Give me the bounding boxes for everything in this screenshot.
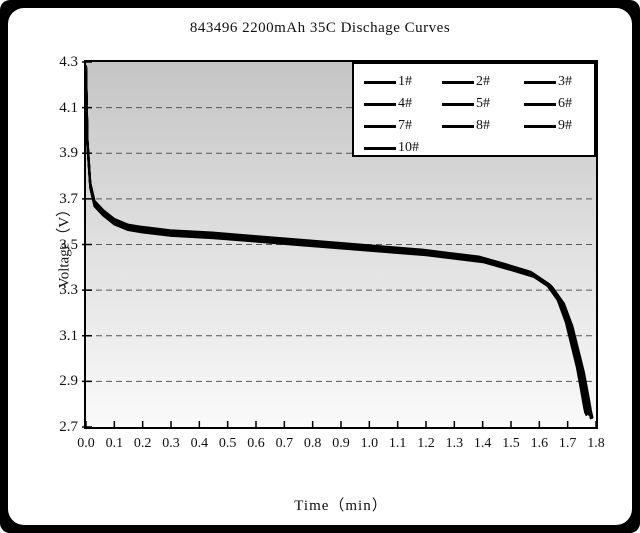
y-tick-label: 3.3 — [59, 282, 78, 299]
legend-label: 7# — [398, 118, 412, 133]
series-line-10# — [84, 67, 588, 416]
x-tick-label: 0.0 — [77, 436, 95, 451]
y-tick-label: 3.1 — [59, 327, 78, 344]
legend-item-10#: 10# — [364, 137, 442, 159]
legend-label: 6# — [558, 96, 572, 111]
x-tick-label: 1.6 — [530, 436, 549, 451]
y-tick-label: 4.3 — [59, 54, 78, 70]
legend-label: 3# — [558, 74, 572, 89]
legend-item-5#: 5# — [442, 93, 524, 115]
legend-line-sample — [442, 80, 474, 84]
x-tick-label: 0.5 — [218, 436, 237, 451]
series-line-9# — [84, 69, 593, 419]
legend-item-2#: 2# — [442, 71, 524, 93]
x-tick-label: 1.8 — [587, 436, 605, 451]
x-tick-label: 1.5 — [502, 436, 520, 451]
y-tick-label: 2.7 — [59, 419, 78, 435]
legend-label: 10# — [398, 140, 419, 155]
y-tick-label: 3.7 — [59, 190, 78, 207]
y-tick-label: 3.9 — [59, 145, 78, 162]
x-tick-label: 0.8 — [303, 436, 322, 451]
y-axis-title: Voltage（V） — [56, 201, 73, 288]
legend-line-sample — [364, 80, 396, 84]
legend-line-sample — [364, 124, 396, 128]
legend-line-sample — [442, 102, 474, 106]
legend-item-3#: 3# — [524, 71, 594, 93]
chart-card: 843496 2200mAh 35C Dischage Curves 4.3 4.… — [8, 8, 632, 525]
legend-label: 1# — [398, 74, 412, 89]
legend-label: 2# — [476, 74, 490, 89]
legend-label: 5# — [476, 96, 490, 111]
legend-item-7#: 7# — [364, 115, 442, 137]
x-tick-label: 0.1 — [105, 436, 124, 451]
y-tick-label: 4.1 — [59, 99, 78, 116]
chart-title: 843496 2200mAh 35C Dischage Curves — [189, 20, 451, 36]
x-tick-label: 0.2 — [133, 436, 152, 451]
x-tick-label: 1.2 — [417, 436, 435, 451]
x-tick-label: 0.3 — [162, 436, 180, 451]
legend-item-4#: 4# — [364, 93, 442, 115]
legend-item-9#: 9# — [524, 115, 594, 137]
legend-line-sample — [524, 124, 556, 128]
legend-line-sample — [364, 102, 396, 106]
legend-line-sample — [442, 124, 474, 128]
legend-label: 8# — [476, 118, 490, 133]
plot-area: 4.3 4.1 3.9 3.7 3.5 3.3 3.1 2.9 2.7 0.0 0.1 0.2 0.3… — [57, 54, 605, 514]
x-tick-label: 0.6 — [247, 436, 265, 451]
x-tick-label: 1.4 — [473, 436, 492, 451]
legend: 1# 2# 3# 4# 5# 6# 7# 8# 9# 10# — [352, 62, 596, 157]
legend-item-6#: 6# — [524, 93, 594, 115]
x-tick-label: 1.1 — [388, 436, 407, 451]
x-tick-label: 1.7 — [558, 436, 577, 451]
legend-item-1#: 1# — [364, 71, 442, 93]
legend-label: 4# — [398, 96, 412, 111]
legend-line-sample — [364, 146, 396, 150]
x-axis-title: Time（min） — [294, 498, 388, 514]
x-tick-label: 1.3 — [445, 436, 464, 451]
y-tick-label: 2.9 — [59, 373, 78, 390]
y-tick-label: 3.5 — [59, 236, 78, 253]
x-tick-label: 0.7 — [275, 436, 294, 451]
x-tick-label: 0.4 — [190, 436, 209, 451]
x-tick-label: 1.0 — [360, 436, 379, 451]
legend-item-8#: 8# — [442, 115, 524, 137]
legend-line-sample — [524, 102, 556, 106]
legend-label: 9# — [558, 118, 572, 133]
x-tick-label: 0.9 — [332, 436, 350, 451]
legend-line-sample — [524, 80, 556, 84]
